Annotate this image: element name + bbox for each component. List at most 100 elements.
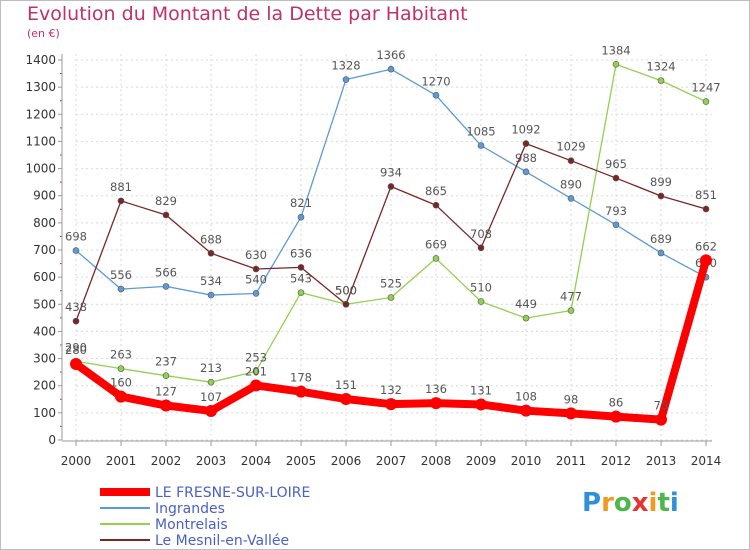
- proxiti-logo: Proxiti: [582, 488, 679, 518]
- data-label: 500: [335, 283, 357, 297]
- y-tick-label: 1000: [25, 162, 56, 176]
- data-point: [207, 249, 215, 257]
- data-point: [700, 254, 712, 267]
- data-label: 890: [560, 177, 582, 191]
- data-label: 689: [650, 232, 672, 246]
- data-point: [340, 393, 352, 406]
- data-label: 151: [335, 378, 357, 392]
- data-point: [477, 298, 485, 305]
- axes: 0 100 200 300 400 500 600 700 800 900 1000 1100 1200…: [25, 53, 721, 468]
- y-tick-label: 1400: [25, 53, 56, 67]
- data-label: 934: [380, 165, 402, 179]
- legend-label: LE FRESNE-SUR-LOIRE: [155, 485, 310, 501]
- logo-letter: i: [648, 488, 658, 518]
- data-point: [432, 255, 440, 262]
- data-point: [117, 285, 125, 293]
- data-point: [657, 192, 665, 200]
- data-point: [657, 77, 665, 84]
- data-label: 1328: [331, 59, 360, 73]
- data-label: 821: [290, 196, 312, 210]
- x-tick-label: 2006: [331, 454, 362, 468]
- legend-label: Ingrandes: [155, 501, 225, 517]
- data-point: [250, 379, 262, 392]
- data-point: [297, 264, 305, 271]
- data-point: [72, 247, 80, 254]
- data-point: [612, 221, 620, 229]
- legend: LE FRESNE-SUR-LOIREIngrandesMontrelaisLe…: [100, 485, 310, 549]
- data-point: [522, 314, 530, 322]
- data-label: 477: [560, 290, 582, 304]
- data-label: 865: [425, 184, 447, 198]
- chart-subtitle: (en €): [27, 27, 60, 40]
- data-point: [430, 397, 442, 410]
- data-label: 636: [290, 246, 312, 260]
- chart-title: Evolution du Montant de la Dette par Hab…: [27, 3, 468, 25]
- data-label: 988: [515, 151, 537, 165]
- data-point: [205, 404, 217, 417]
- y-tick-label: 800: [33, 216, 56, 230]
- data-point: [477, 244, 485, 252]
- x-tick-label: 2005: [286, 454, 317, 468]
- grid: [75, 54, 712, 441]
- data-label: 132: [380, 383, 402, 397]
- data-point: [477, 142, 485, 149]
- data-label: 290: [65, 340, 87, 354]
- x-tick-label: 2000: [61, 454, 92, 468]
- data-label: 178: [290, 371, 312, 385]
- data-point: [162, 211, 170, 219]
- data-label: 566: [155, 265, 177, 279]
- data-point: [162, 283, 170, 290]
- y-tick-label: 500: [33, 297, 56, 311]
- data-point: [612, 61, 620, 68]
- data-label: 201: [245, 364, 267, 378]
- logo-letter: r: [601, 488, 614, 518]
- y-tick-label: 900: [33, 189, 56, 203]
- data-point: [610, 410, 622, 423]
- data-point: [475, 398, 487, 411]
- data-point: [162, 372, 170, 379]
- legend-label: Le Mesnil-en-Vallée: [155, 533, 289, 549]
- data-label: 263: [110, 348, 132, 362]
- data-label: 1247: [691, 81, 720, 95]
- data-label: 1085: [466, 125, 495, 139]
- x-tick-label: 2009: [466, 454, 497, 468]
- data-point: [297, 289, 305, 296]
- data-point: [207, 378, 215, 386]
- y-tick-label: 1200: [25, 107, 56, 121]
- logo-letter: t: [657, 488, 670, 518]
- y-tick-label: 1300: [25, 80, 56, 94]
- y-tick-label: 1100: [25, 134, 56, 148]
- data-label: 500: [335, 283, 357, 297]
- data-label: 662: [695, 239, 717, 253]
- data-point: [70, 358, 82, 370]
- data-point: [385, 398, 397, 411]
- data-label: 881: [110, 180, 132, 194]
- data-point: [657, 249, 665, 257]
- data-label: 108: [515, 390, 537, 404]
- series-le-fresne-sur-loire: 280 160 127 107 201 178 151 132 136 131 108 98 86 75 6…: [65, 239, 717, 426]
- x-tick-label: 2014: [691, 454, 722, 468]
- data-label: 131: [470, 383, 492, 397]
- data-label: 213: [200, 361, 222, 375]
- data-point: [252, 265, 260, 273]
- data-label: 280: [65, 343, 87, 357]
- x-tick-label: 2007: [376, 454, 407, 468]
- series-montrelais: 290 263 237 213 253 543 500 525 669 510 449 477 1384…: [65, 43, 721, 386]
- data-label: 793: [605, 204, 627, 218]
- data-point: [565, 407, 577, 420]
- data-point: [252, 290, 260, 297]
- data-label: 851: [695, 188, 717, 202]
- data-label: 1270: [421, 74, 450, 88]
- logo-letter: x: [631, 488, 649, 518]
- data-point: [520, 404, 532, 417]
- data-label: 1092: [511, 123, 540, 137]
- data-label: 534: [200, 274, 222, 288]
- data-point: [567, 157, 575, 164]
- data-point: [432, 91, 440, 99]
- data-label: 510: [470, 281, 492, 295]
- data-label: 449: [515, 297, 537, 311]
- y-tick-label: 200: [33, 379, 56, 393]
- data-label: 540: [245, 272, 267, 286]
- data-label: 688: [200, 232, 222, 246]
- data-point: [655, 413, 667, 426]
